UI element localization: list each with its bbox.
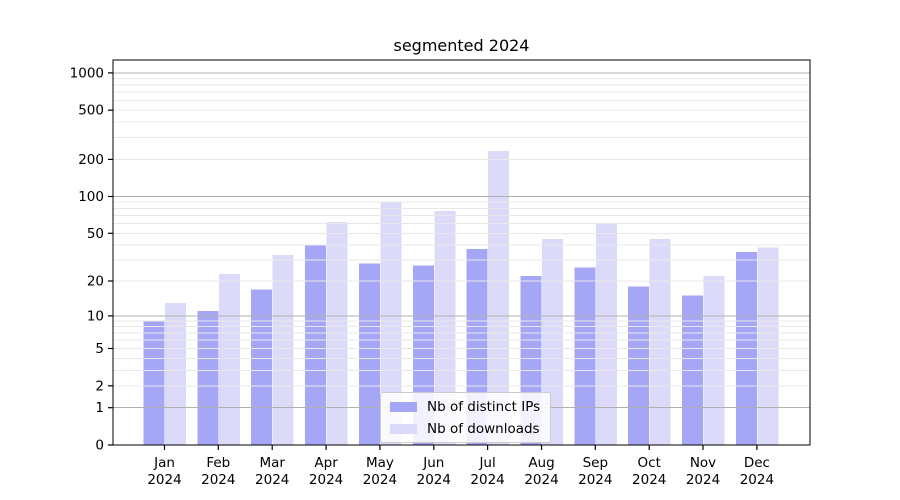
- x-tick-year-jul: 2024: [470, 472, 504, 488]
- legend-label-downloads: Nb of downloads: [427, 420, 540, 437]
- x-tick-label-oct: Oct: [638, 455, 661, 471]
- bar-downloads-jan: [165, 302, 186, 445]
- x-tick-year-nov: 2024: [686, 472, 720, 488]
- x-tick-year-dec: 2024: [740, 472, 774, 488]
- bar-distinct-ips-jan: [143, 321, 165, 445]
- x-tick-year-feb: 2024: [201, 472, 235, 488]
- x-tick-label-nov: Nov: [690, 455, 716, 471]
- y-tick-label-2: 2: [95, 378, 104, 394]
- legend-item-downloads: Nb of downloads: [390, 420, 540, 437]
- x-tick-label-jun: Jun: [422, 455, 444, 471]
- legend: Nb of distinct IPs Nb of downloads: [380, 392, 552, 443]
- bar-distinct-ips-sep: [574, 267, 596, 445]
- x-tick-year-sep: 2024: [578, 472, 612, 488]
- x-tick-year-oct: 2024: [632, 472, 666, 488]
- x-tick-label-jul: Jul: [478, 455, 495, 471]
- x-tick-year-aug: 2024: [524, 472, 558, 488]
- y-tick-label-100: 100: [78, 189, 104, 205]
- bar-downloads-feb: [218, 273, 240, 445]
- bar-distinct-ips-apr: [305, 245, 327, 445]
- bar-downloads-jun: [434, 211, 456, 445]
- y-tick-label-5: 5: [95, 341, 104, 357]
- x-tick-label-jan: Jan: [153, 455, 175, 471]
- legend-swatch-downloads: [390, 423, 417, 434]
- y-tick-label-50: 50: [87, 226, 104, 242]
- legend-label-distinct-ips: Nb of distinct IPs: [427, 398, 541, 415]
- bar-distinct-ips-feb: [197, 311, 219, 445]
- bar-distinct-ips-oct: [628, 286, 650, 445]
- x-tick-label-apr: Apr: [314, 455, 338, 471]
- bar-distinct-ips-may: [358, 263, 380, 445]
- x-tick-year-apr: 2024: [309, 472, 343, 488]
- y-tick-label-10: 10: [87, 308, 104, 324]
- bar-downloads-jul: [488, 150, 510, 446]
- bar-downloads-sep: [595, 223, 617, 445]
- chart-title: segmented 2024: [393, 36, 530, 55]
- bar-downloads-may: [380, 202, 402, 445]
- y-tick-label-20: 20: [87, 274, 104, 290]
- x-tick-year-jun: 2024: [417, 472, 451, 488]
- x-tick-year-may: 2024: [363, 472, 397, 488]
- plot-border: [112, 59, 811, 446]
- x-tick-label-feb: Feb: [206, 455, 230, 471]
- y-tick-label-0: 0: [95, 438, 104, 454]
- x-tick-label-may: May: [366, 455, 394, 471]
- bar-downloads-oct: [649, 238, 671, 445]
- legend-item-distinct-ips: Nb of distinct IPs: [390, 398, 540, 415]
- y-tick-label-1000: 1000: [70, 65, 104, 81]
- x-tick-year-jan: 2024: [147, 472, 181, 488]
- y-tick-label-200: 200: [78, 152, 104, 168]
- y-tick-label-500: 500: [78, 103, 104, 119]
- bar-distinct-ips-mar: [251, 289, 273, 445]
- bar-downloads-mar: [272, 255, 294, 445]
- legend-swatch-distinct-ips: [390, 401, 417, 412]
- x-tick-label-dec: Dec: [744, 455, 770, 471]
- x-tick-label-sep: Sep: [583, 455, 608, 471]
- bar-downloads-nov: [703, 276, 725, 445]
- x-tick-year-mar: 2024: [255, 472, 289, 488]
- x-tick-label-aug: Aug: [528, 455, 554, 471]
- y-tick-label-1: 1: [95, 400, 104, 416]
- x-tick-label-mar: Mar: [259, 455, 285, 471]
- bar-downloads-dec: [757, 247, 779, 445]
